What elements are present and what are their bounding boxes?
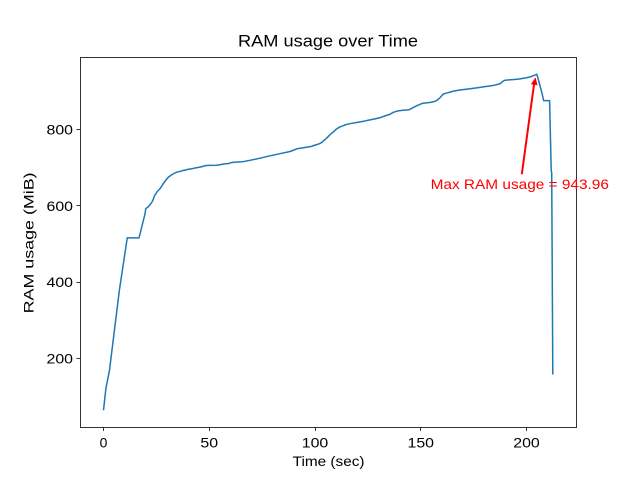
svg-text:200: 200: [513, 435, 540, 451]
svg-text:RAM usage (MiB): RAM usage (MiB): [20, 172, 36, 313]
svg-text:50: 50: [200, 435, 218, 451]
svg-text:200: 200: [47, 351, 74, 367]
svg-text:RAM usage over Time: RAM usage over Time: [238, 31, 418, 50]
svg-text:600: 600: [47, 198, 74, 214]
svg-text:400: 400: [47, 274, 74, 290]
svg-text:Time (sec): Time (sec): [293, 453, 365, 469]
svg-text:0: 0: [100, 435, 108, 451]
svg-text:100: 100: [302, 435, 329, 451]
svg-text:800: 800: [47, 122, 74, 138]
svg-text:150: 150: [408, 435, 435, 451]
svg-text:Max RAM usage = 943.96: Max RAM usage = 943.96: [431, 176, 610, 192]
